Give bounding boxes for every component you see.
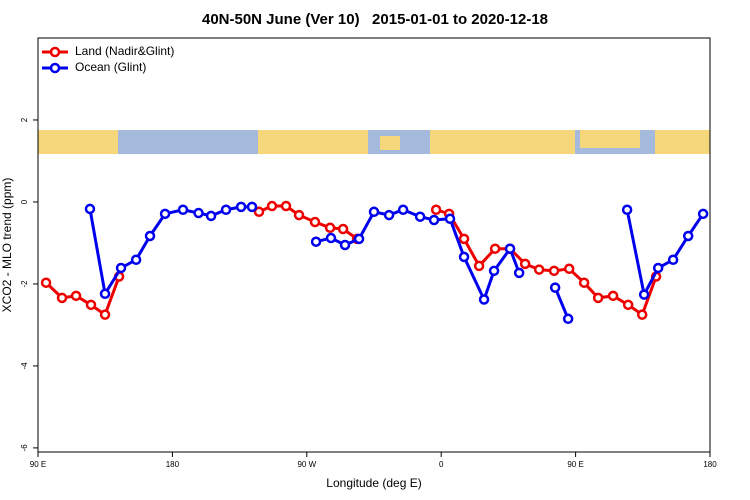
x-tick-label: 90 W	[297, 460, 316, 469]
point	[458, 251, 470, 263]
point	[621, 204, 633, 215]
plot-frame	[37, 37, 711, 453]
point	[309, 216, 321, 228]
point	[563, 263, 575, 275]
x-tick-label: 90 E	[567, 460, 583, 469]
point	[636, 309, 648, 320]
series-line	[88, 205, 705, 320]
point	[293, 209, 305, 221]
point	[578, 277, 590, 288]
point	[488, 265, 500, 277]
point	[414, 211, 426, 222]
x-tick-label: 0	[439, 460, 444, 469]
point	[549, 282, 561, 293]
point	[246, 201, 258, 213]
point	[205, 210, 217, 222]
point	[667, 254, 679, 266]
point	[177, 204, 189, 215]
point	[428, 214, 440, 226]
y-axis-label: XCO2 - MLO trend (ppm)	[0, 178, 14, 313]
point	[533, 264, 545, 275]
point	[513, 267, 525, 279]
legend-label: Ocean (Glint)	[75, 60, 146, 74]
point	[697, 208, 709, 220]
point	[280, 200, 292, 212]
point	[84, 203, 96, 215]
y-tick-label: -2	[20, 280, 29, 288]
point	[458, 233, 470, 245]
point	[193, 207, 204, 219]
point	[682, 230, 694, 242]
point	[56, 292, 68, 304]
point	[368, 206, 380, 218]
point	[266, 200, 278, 212]
point	[99, 309, 111, 320]
point	[159, 208, 171, 220]
legend-label: Land (Nadir&Glint)	[75, 44, 174, 58]
point	[235, 201, 247, 213]
x-axis-label: Longitude (deg E)	[326, 476, 421, 490]
point	[562, 313, 574, 325]
point	[85, 299, 97, 311]
point	[130, 254, 142, 266]
point	[638, 289, 650, 300]
point	[70, 290, 82, 302]
y-tick-label: -4	[20, 362, 29, 370]
point	[383, 209, 395, 221]
map-strip	[38, 130, 710, 154]
point	[253, 206, 265, 218]
point	[504, 243, 516, 254]
x-tick-label: 90 E	[30, 460, 46, 469]
point	[220, 204, 232, 215]
point	[144, 230, 156, 242]
point	[489, 243, 501, 254]
point	[444, 213, 456, 225]
point	[473, 260, 485, 272]
point	[607, 290, 619, 302]
point	[652, 262, 664, 274]
y-tick-label: 0	[20, 199, 29, 204]
point	[324, 222, 336, 234]
point	[339, 239, 351, 251]
legend-marker	[49, 62, 61, 74]
point	[519, 258, 531, 270]
point	[325, 232, 337, 244]
point	[99, 288, 111, 300]
chart-title: 40N-50N June (Ver 10) 2015-01-01 to 2020…	[202, 11, 548, 28]
point	[337, 223, 349, 235]
point	[430, 204, 442, 215]
x-tick-label: 180	[166, 460, 180, 469]
point	[548, 265, 560, 277]
point	[397, 204, 409, 215]
point	[592, 292, 604, 304]
point	[478, 294, 490, 305]
point	[353, 233, 365, 245]
y-tick-label: 2	[20, 117, 29, 122]
point	[622, 299, 634, 311]
legend-marker	[49, 46, 61, 58]
point	[115, 262, 127, 274]
point	[310, 236, 322, 247]
y-tick-label: -6	[20, 444, 29, 452]
x-tick-label: 180	[703, 460, 717, 469]
point	[40, 277, 52, 288]
